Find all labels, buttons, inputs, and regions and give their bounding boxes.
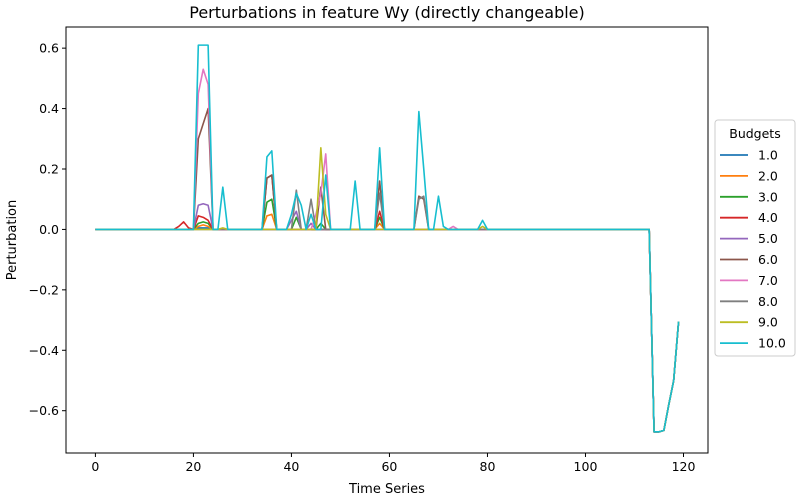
x-tick-label: 40	[283, 459, 299, 474]
series-line-7	[95, 68, 680, 433]
legend-label: 2.0	[758, 168, 778, 183]
x-tick-label: 120	[672, 459, 696, 474]
y-axis-label: Perturbation	[5, 200, 20, 281]
legend-frame	[714, 119, 796, 357]
y-tick-label: −0.2	[29, 282, 59, 297]
series-line-2	[95, 213, 680, 433]
legend-label: 5.0	[758, 231, 778, 246]
x-tick-label: 0	[91, 459, 99, 474]
series-line-1	[95, 227, 680, 433]
series-line-6	[95, 107, 680, 433]
series-line-9	[95, 147, 680, 433]
x-tick-label: 20	[185, 459, 201, 474]
x-tick-label: 100	[574, 459, 598, 474]
y-tick-label: 0.2	[39, 162, 59, 177]
legend-title: Budgets	[729, 126, 780, 141]
legend-label: 7.0	[758, 273, 778, 288]
series-line-8	[95, 189, 680, 433]
x-tick-label: 60	[381, 459, 397, 474]
series-line-5	[95, 202, 680, 433]
chart-title: Perturbations in feature Wy (directly ch…	[189, 3, 585, 22]
plot-area-frame	[65, 26, 709, 454]
y-tick-label: −0.6	[29, 403, 59, 418]
legend-label: 4.0	[758, 210, 778, 225]
y-axis: 0.6 0.4 0.2 0.0 −0.2 −0.4 −0.6	[29, 41, 66, 418]
x-axis: 0 20 40 60 80 100 120	[91, 453, 695, 474]
legend-label: 8.0	[758, 294, 778, 309]
y-tick-label: 0.4	[39, 101, 59, 116]
x-axis-label: Time Series	[348, 482, 425, 497]
y-tick-label: 0.0	[39, 222, 59, 237]
y-tick-label: −0.4	[29, 343, 59, 358]
plot-marks	[95, 44, 680, 433]
series-line-4	[95, 174, 680, 433]
legend-label: 9.0	[758, 315, 778, 330]
legend-items: 1.0 2.0 3.0 4.0 5.0 6.0 7.0 8.0 9.0 10.0	[720, 148, 786, 351]
legend-label: 10.0	[758, 336, 786, 351]
legend: Budgets 1.0 2.0 3.0 4.0 5.0 6.0 7.0 8.0 9.0 10.0	[714, 119, 796, 357]
legend-label: 1.0	[758, 148, 778, 163]
series-line-10	[95, 44, 680, 433]
x-tick-label: 80	[480, 459, 496, 474]
legend-label: 3.0	[758, 189, 778, 204]
legend-label: 6.0	[758, 252, 778, 267]
series-line-3	[95, 198, 680, 433]
y-tick-label: 0.6	[39, 41, 59, 56]
